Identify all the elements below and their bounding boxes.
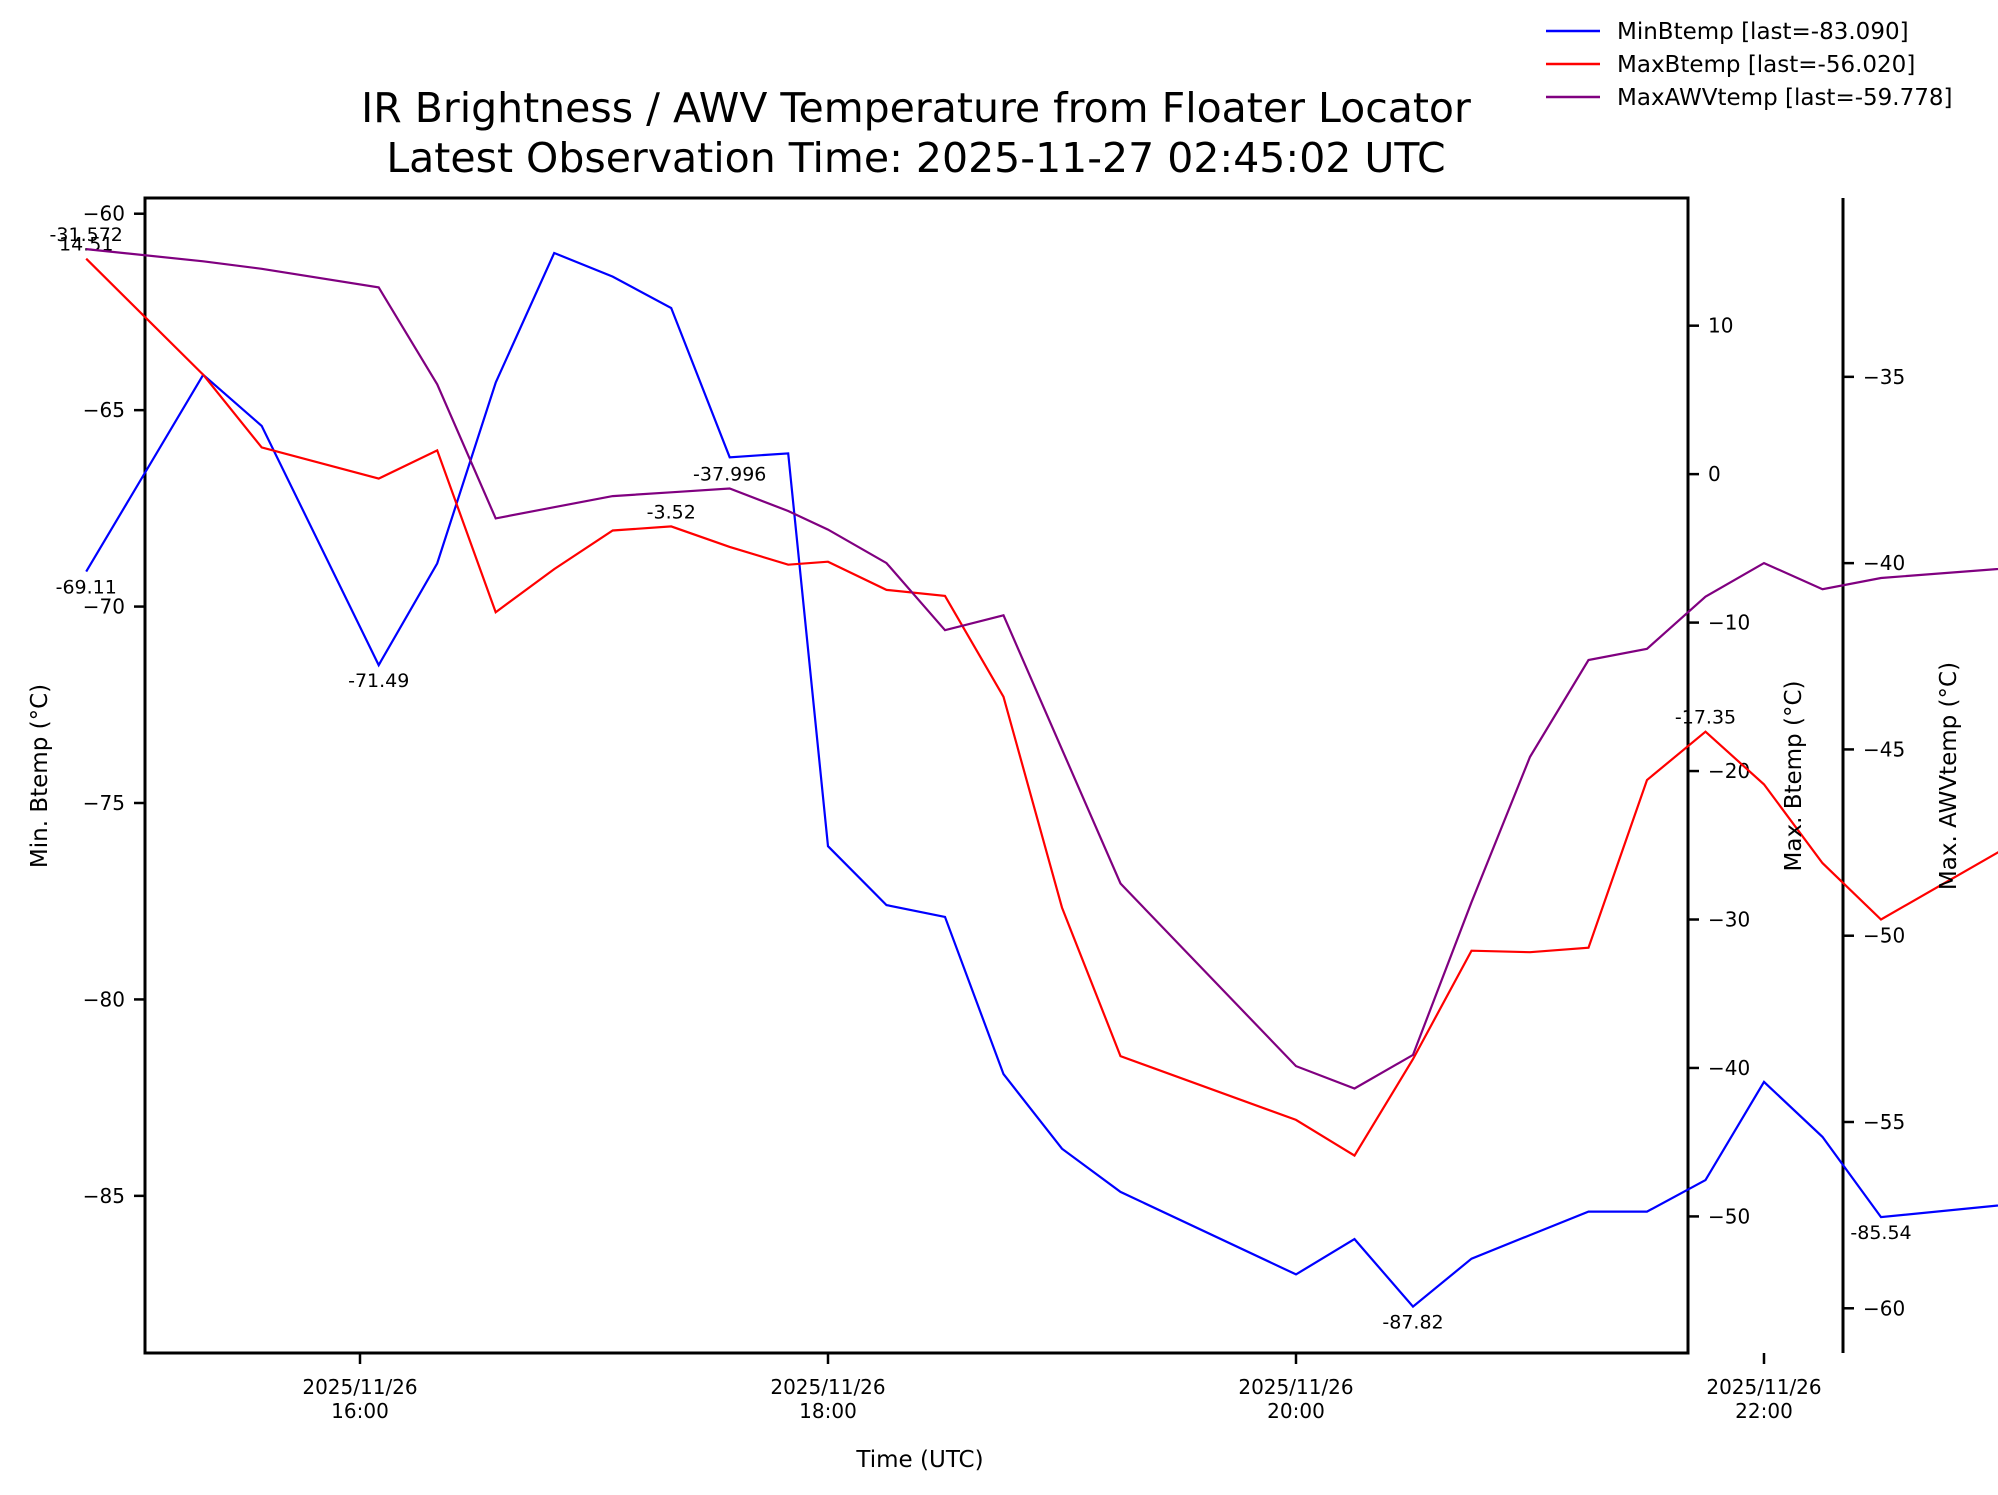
series-line-maxbtemp — [85, 257, 1998, 1158]
series-line-minbtemp — [85, 251, 1998, 1309]
x-tick-label: 20:00 — [1267, 1399, 1325, 1423]
data-label-minbtemp: -69.11 — [56, 577, 117, 599]
legend-label-minbtemp: MinBtemp [last=-83.090] — [1617, 19, 1909, 45]
legend-label-maxawvtemp: MaxAWVtemp [last=-59.778] — [1617, 85, 1952, 111]
min-btemp-tick-label: −75 — [83, 791, 125, 815]
data-label-minbtemp: -87.82 — [1382, 1312, 1443, 1334]
max-btemp-tick-label: 10 — [1708, 314, 1733, 338]
max-awvtemp-tick-label: −45 — [1863, 737, 1905, 761]
y-axis-label-min-btemp: Min. Btemp (°C) — [27, 684, 53, 868]
plot-frame — [143, 196, 1690, 1355]
max-btemp-tick-label: −40 — [1708, 1056, 1750, 1080]
x-axis-label: Time (UTC) — [855, 1447, 983, 1473]
chart-title: IR Brightness / AWV Temperature from Flo… — [361, 84, 1471, 132]
max-btemp-tick-label: −20 — [1708, 759, 1750, 783]
chart-subtitle: Latest Observation Time: 2025-11-27 02:4… — [386, 134, 1445, 182]
min-btemp-tick-label: −80 — [83, 987, 125, 1011]
data-label-minbtemp: -71.49 — [348, 670, 409, 692]
max-btemp-tick-label: −10 — [1708, 611, 1750, 635]
max-awvtemp-tick-label: −60 — [1863, 1296, 1905, 1320]
y-axis-label-max-btemp: Max. Btemp (°C) — [1781, 681, 1807, 872]
data-label-maxbtemp: -17.35 — [1675, 707, 1736, 729]
min-btemp-tick-label: −60 — [83, 202, 125, 226]
series-line-maxawvtemp — [86, 248, 1998, 1090]
max-btemp-tick-label: −30 — [1708, 908, 1750, 932]
x-tick-label: 18:00 — [799, 1399, 857, 1423]
y-axis-label-max-awvtemp: Max. AWVtemp (°C) — [1936, 662, 1962, 890]
max-btemp-tick-label: 0 — [1708, 462, 1721, 486]
x-tick-label: 2025/11/26 — [1706, 1375, 1821, 1399]
data-label-maxbtemp: -3.52 — [647, 501, 696, 523]
min-btemp-tick-label: −65 — [83, 398, 125, 422]
min-btemp-tick-label: −85 — [83, 1184, 125, 1208]
x-tick-label: 16:00 — [331, 1399, 389, 1423]
max-awvtemp-tick-label: −50 — [1863, 924, 1905, 948]
x-tick-label: 22:00 — [1735, 1399, 1793, 1423]
legend-label-maxbtemp: MaxBtemp [last=-56.020] — [1617, 52, 1915, 78]
max-awvtemp-tick-label: −40 — [1863, 551, 1905, 575]
legend: MinBtemp [last=-83.090] MaxBtemp [last=-5… — [1546, 19, 1952, 111]
x-tick-label: 2025/11/26 — [770, 1375, 885, 1399]
min-btemp-tick-label: −70 — [83, 595, 125, 619]
x-tick-label: 2025/11/26 — [302, 1375, 417, 1399]
x-tick-label: 2025/11/26 — [1238, 1375, 1353, 1399]
data-label-minbtemp: -85.54 — [1850, 1222, 1911, 1244]
max-btemp-tick-label: −50 — [1708, 1204, 1750, 1228]
data-label-maxawvtemp: -37.996 — [693, 463, 766, 485]
max-awvtemp-tick-label: −55 — [1863, 1110, 1905, 1134]
max-awvtemp-tick-label: −35 — [1863, 365, 1905, 389]
plot-area: 2025/11/2616:002025/11/2618:002025/11/26… — [50, 196, 1998, 1423]
data-label-maxawvtemp: -31.572 — [50, 224, 123, 246]
